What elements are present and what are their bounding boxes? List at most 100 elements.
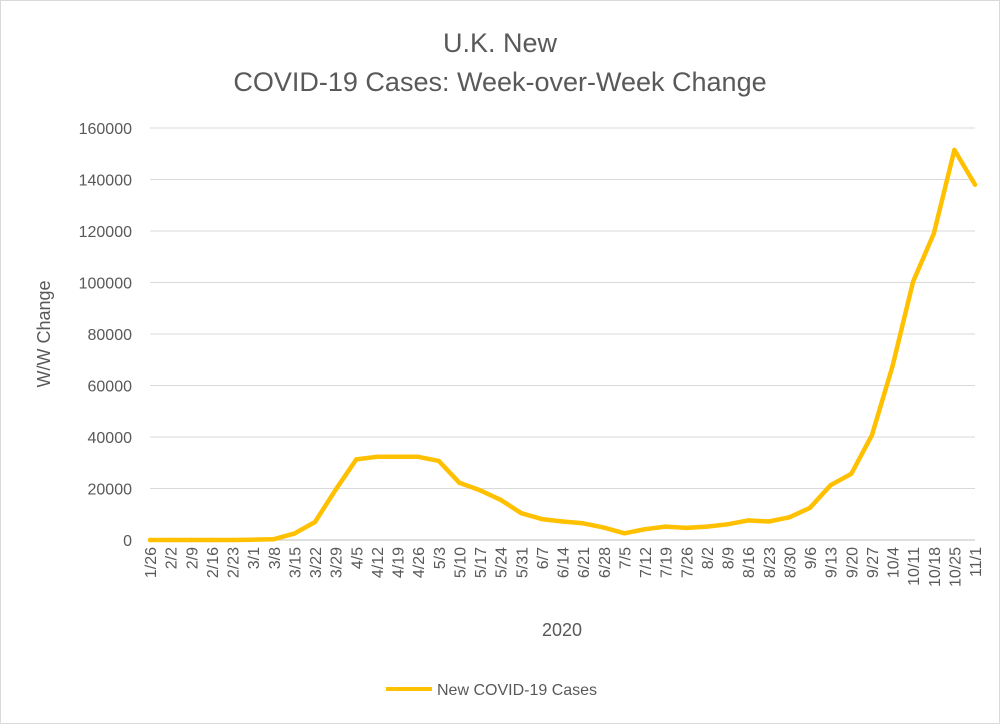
- x-tick-label: 4/5: [349, 547, 366, 569]
- data-point: [519, 511, 524, 516]
- legend-label: New COVID-19 Cases: [437, 682, 597, 699]
- data-point: [457, 480, 462, 486]
- y-tick-label: 20000: [88, 482, 133, 499]
- data-point: [910, 279, 916, 284]
- chart-title-line-2: COVID-19 Cases: Week-over-Week Change: [233, 67, 766, 97]
- data-point: [745, 518, 751, 523]
- data-point: [807, 505, 813, 511]
- x-axis-title: 2020: [542, 620, 582, 640]
- x-tick-label: 10/18: [927, 547, 944, 587]
- y-tick-label: 80000: [88, 327, 133, 344]
- data-point: [580, 521, 586, 526]
- data-point: [849, 471, 854, 477]
- data-point: [168, 537, 173, 543]
- data-point: [539, 516, 545, 522]
- series-layer: [147, 147, 978, 543]
- y-tick-label: 100000: [79, 276, 132, 293]
- x-tick-label: 8/2: [700, 547, 717, 569]
- y-tick-label: 120000: [79, 224, 132, 241]
- data-point: [354, 457, 359, 462]
- data-point: [498, 497, 503, 503]
- x-tick-label: 9/20: [844, 547, 861, 578]
- x-tick-label: 5/31: [514, 547, 531, 578]
- data-point: [684, 525, 689, 531]
- x-tick-label: 8/9: [721, 547, 738, 569]
- x-tick-label: 3/15: [287, 547, 304, 578]
- data-point: [972, 182, 978, 187]
- chart-title-line-1: U.K. New: [443, 28, 558, 58]
- data-point: [663, 524, 668, 529]
- x-tick-label: 2/16: [205, 547, 222, 578]
- x-tick-label: 4/12: [370, 547, 387, 578]
- x-tick-label: 2/23: [226, 547, 243, 578]
- x-tick-label: 1/26: [143, 547, 160, 578]
- x-tick-label: 3/29: [329, 547, 346, 578]
- x-tick-label: 4/19: [391, 547, 408, 578]
- y-tick-label: 140000: [79, 173, 132, 190]
- data-point: [622, 531, 627, 536]
- x-tick-label: 2/2: [164, 547, 181, 569]
- data-point: [869, 432, 875, 438]
- data-point: [374, 454, 380, 460]
- y-tick-label: 60000: [88, 379, 133, 396]
- x-tick-label: 3/22: [308, 547, 325, 578]
- x-tick-label: 9/27: [865, 547, 882, 578]
- data-point: [890, 363, 895, 369]
- data-point: [147, 537, 153, 543]
- data-point: [333, 487, 338, 492]
- data-point: [601, 525, 606, 530]
- x-tick-label: 3/1: [246, 547, 263, 569]
- x-axis-ticks: 1/26 2/2 2/9 2/16 2/23 3/1 3/8 3/15 3/22 3/29 4/5 4…: [143, 547, 985, 587]
- data-point: [560, 519, 565, 524]
- data-point: [292, 531, 297, 536]
- x-tick-label: 9/13: [824, 547, 841, 578]
- data-point: [271, 537, 276, 542]
- gridlines: [150, 127, 975, 541]
- x-tick-label: 8/16: [741, 547, 758, 578]
- x-tick-label: 10/11: [906, 547, 923, 586]
- x-tick-label: 5/24: [494, 547, 511, 578]
- y-tick-label: 0: [123, 533, 132, 550]
- data-point: [931, 231, 936, 236]
- data-point: [952, 147, 957, 153]
- x-tick-label: 10/4: [886, 547, 903, 578]
- x-tick-label: 5/3: [432, 547, 449, 569]
- data-point: [766, 519, 771, 524]
- x-tick-label: 6/14: [556, 547, 573, 578]
- data-point: [787, 515, 792, 520]
- x-tick-label: 7/5: [617, 547, 634, 569]
- data-point: [725, 522, 730, 527]
- data-point: [209, 537, 215, 543]
- legend: New COVID-19 Cases: [386, 682, 597, 699]
- x-tick-label: 9/6: [803, 547, 820, 569]
- x-tick-label: 6/7: [535, 547, 552, 569]
- x-tick-label: 3/8: [267, 547, 284, 569]
- x-tick-label: 5/17: [473, 547, 490, 578]
- data-point: [395, 454, 400, 460]
- x-tick-label: 4/26: [411, 547, 428, 578]
- x-tick-label: 6/21: [576, 547, 593, 578]
- data-point: [477, 488, 483, 493]
- x-tick-label: 7/26: [679, 547, 696, 578]
- series-line: [147, 147, 978, 543]
- y-axis-title: W/W Change: [34, 280, 54, 387]
- data-point: [230, 537, 235, 543]
- y-tick-label: 40000: [88, 430, 133, 447]
- data-point: [642, 526, 648, 532]
- x-tick-label: 6/28: [597, 547, 614, 578]
- data-point: [312, 519, 318, 525]
- data-point: [828, 482, 833, 488]
- data-point: [436, 458, 441, 464]
- x-tick-label: 8/23: [762, 547, 779, 578]
- x-tick-label: 7/12: [638, 547, 655, 578]
- x-tick-label: 10/25: [947, 547, 964, 587]
- x-tick-label: 11/1: [968, 547, 985, 577]
- y-tick-label: 160000: [79, 121, 132, 138]
- data-point: [189, 537, 194, 543]
- x-tick-label: 2/9: [184, 547, 201, 569]
- data-point: [704, 524, 710, 529]
- x-tick-label: 5/10: [452, 547, 469, 578]
- data-point: [250, 537, 256, 542]
